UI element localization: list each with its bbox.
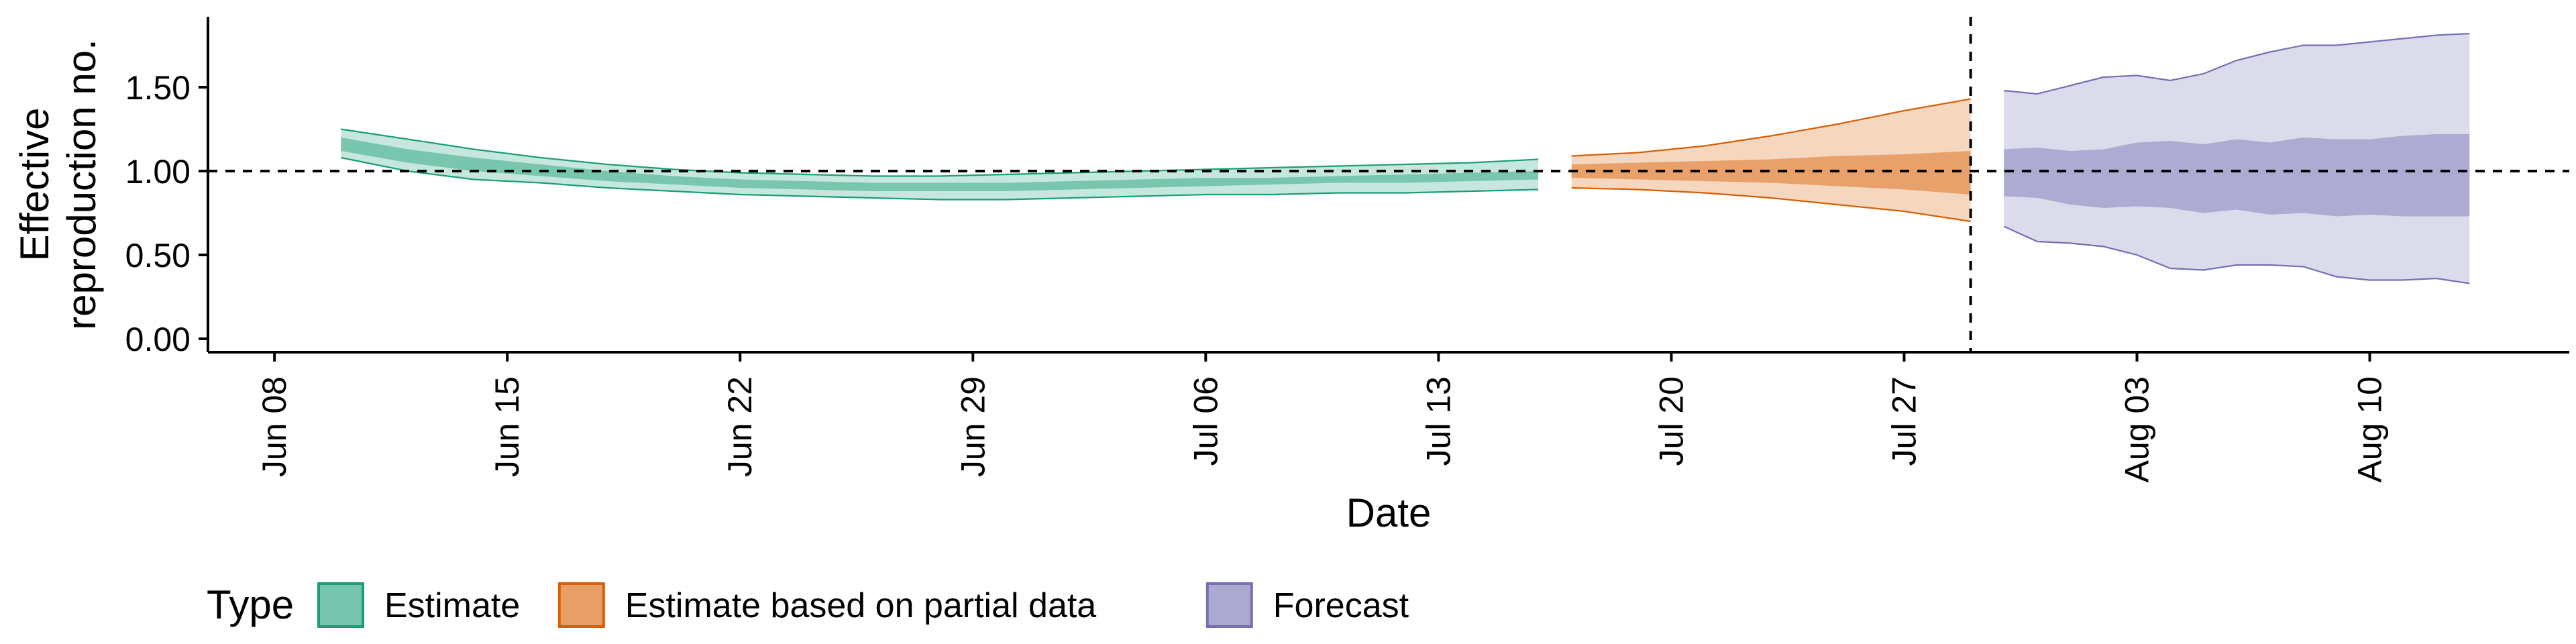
y-tick-label: 1.50 (125, 69, 191, 107)
band-50 (341, 138, 1539, 191)
band-lower-edge (2003, 225, 2470, 284)
series-0 (341, 128, 1539, 201)
band-upper-edge (1571, 98, 1971, 157)
legend-swatch (1205, 582, 1253, 628)
x-tick-label: Aug 03 (2118, 376, 2155, 482)
legend-swatch (557, 582, 605, 628)
x-tick-label: Jul 20 (1652, 376, 1690, 466)
y-axis-title-line: Effective (12, 107, 57, 261)
band-90 (341, 129, 1539, 200)
x-tick-label: Jun 08 (256, 376, 293, 477)
legend-item-0: Estimate (317, 582, 520, 628)
axes: 0.00 0.50 1.00 1.50 Jun 08 Jun 15 Jun 22 Jun 29… (125, 17, 2569, 482)
bands-layer (341, 32, 2470, 284)
band-upper-edge (2004, 32, 2470, 95)
x-tick-label: Jul 27 (1885, 376, 1923, 466)
x-tick-label: Aug 10 (2351, 376, 2389, 482)
y-tick-label: 0.50 (125, 237, 191, 274)
legend-title: Type (207, 582, 294, 627)
axis-labels: Date Effective reproduction no. (12, 39, 1431, 535)
y-axis-title-line: reproduction no. (59, 39, 104, 330)
legend-item-1: Estimate based on partial data (557, 582, 1097, 628)
x-axis-title: Date (1346, 490, 1432, 535)
x-tick-label: Jul 06 (1187, 376, 1224, 466)
reference-lines (208, 17, 2569, 352)
y-tick-label: 0.00 (125, 321, 191, 358)
band-upper-edge (341, 128, 1539, 177)
legend-swatch (317, 582, 364, 628)
legend-label: Forecast (1273, 586, 1409, 625)
x-tick-label: Jul 13 (1419, 376, 1457, 466)
legend: Type Estimate Estimate based on partial da… (207, 582, 1409, 628)
series-2 (2003, 32, 2470, 284)
legend-item-2: Forecast (1205, 582, 1409, 628)
x-tick-label: Jun 15 (488, 376, 526, 477)
band-lower-edge (341, 156, 1539, 201)
legend-label: Estimate (384, 586, 520, 625)
band-50 (1571, 151, 1971, 195)
legend-label: Estimate based on partial data (625, 586, 1097, 625)
series-1 (1571, 98, 1971, 223)
band-lower-edge (1571, 186, 1971, 223)
y-tick-label: 1.00 (125, 153, 191, 191)
x-tick-label: Jun 29 (954, 376, 991, 477)
band-90 (2004, 34, 2470, 284)
x-tick-label: Jun 22 (721, 376, 759, 477)
band-50 (2004, 134, 2470, 217)
